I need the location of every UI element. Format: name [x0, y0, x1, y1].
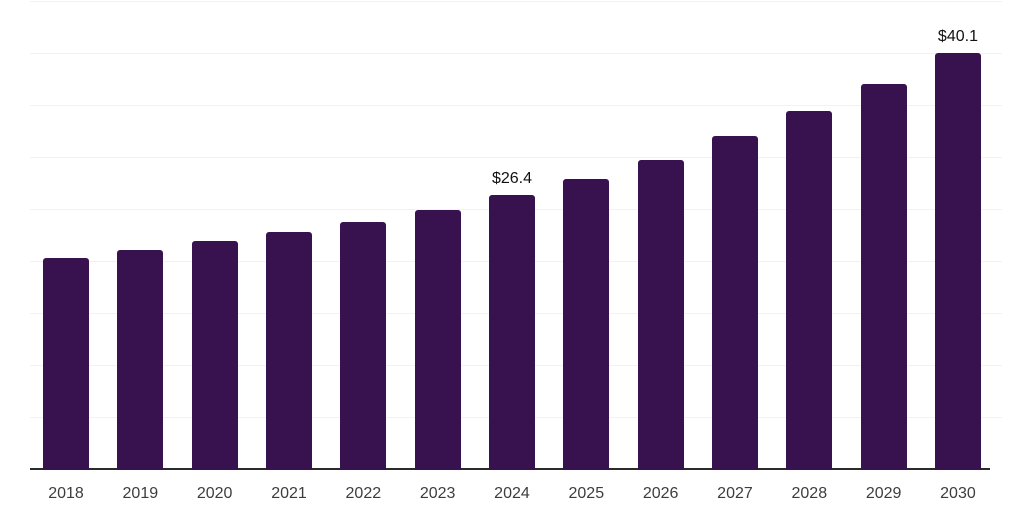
x-tick-label-2025: 2025: [568, 485, 605, 502]
bar-2023: [414, 210, 461, 470]
x-tick-label-2027: 2027: [717, 485, 753, 502]
data-label-2024: $26.4: [491, 170, 532, 188]
bar-2024: [488, 195, 535, 470]
bar-2026: [637, 160, 684, 470]
bar-2028: [786, 111, 833, 470]
x-tick-label-2020: 2020: [196, 485, 233, 502]
x-tick-label-2022: 2022: [345, 485, 382, 502]
x-tick-label-2018: 2018: [48, 485, 84, 502]
bar-2030: [934, 52, 981, 470]
bar-2018: [43, 257, 89, 470]
bar-2020: [191, 241, 238, 470]
x-tick-label-2024: 2024: [494, 485, 530, 502]
bar-2029: [860, 84, 907, 470]
x-tick-label-2028: 2028: [791, 485, 828, 502]
x-tick-label-2030: 2030: [940, 485, 976, 502]
bar-2022: [340, 222, 387, 470]
x-tick-label-2019: 2019: [122, 485, 159, 502]
plot-area: $26.4 $40.1: [30, 0, 1002, 470]
bar-2019: [117, 249, 164, 470]
gridline-30: [30, 157, 1002, 158]
x-tick-label-2021: 2021: [271, 485, 307, 502]
x-tick-label-2026: 2026: [642, 485, 679, 502]
x-tick-label-2029: 2029: [865, 485, 902, 502]
bar-2025: [563, 178, 610, 470]
gridline-35: [30, 105, 1002, 106]
bar-2021: [265, 231, 312, 470]
bar-2027: [711, 136, 758, 470]
x-tick-label-2023: 2023: [419, 485, 456, 502]
data-label-2030: $40.1: [937, 27, 978, 45]
gridline-45: [30, 1, 1002, 2]
gridline-40: [30, 53, 1002, 54]
